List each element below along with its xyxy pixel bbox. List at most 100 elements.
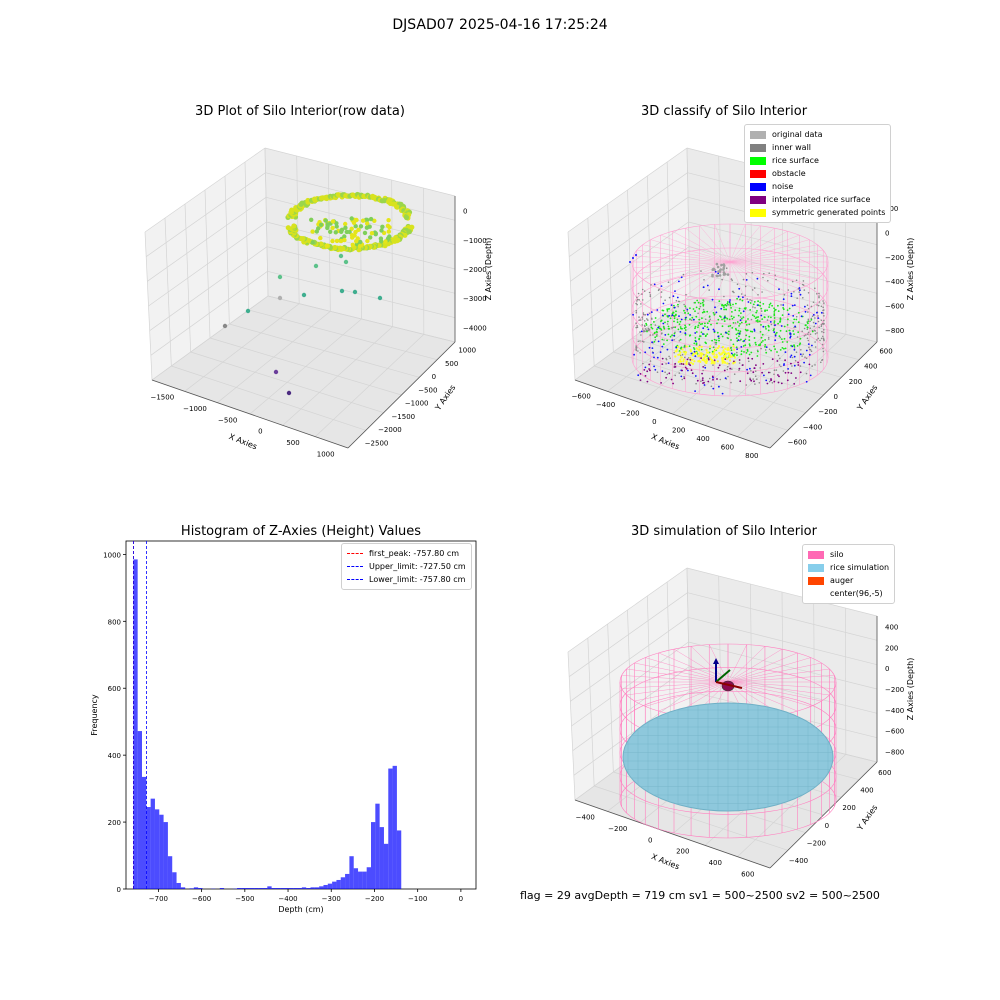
inner-wall-point (644, 326, 646, 328)
symmetric-point (675, 350, 677, 352)
inner-wall-point (821, 359, 823, 361)
rice-surface-point (703, 311, 705, 313)
x-tick-label: −500 (235, 895, 254, 903)
inner-wall-point (797, 336, 799, 338)
noise-point (629, 261, 631, 263)
raw-point (330, 239, 334, 243)
inner-wall-point (687, 310, 689, 312)
rice-surface-point (799, 344, 801, 346)
silo-wire (728, 645, 747, 682)
inner-wall-point (641, 324, 643, 326)
raw-point (376, 197, 381, 202)
histogram-bar (349, 856, 353, 889)
z-tick-label: −4000 (463, 324, 487, 332)
raw-point (402, 230, 407, 235)
interp-point (762, 363, 764, 365)
original-point (711, 275, 714, 278)
grid-line (652, 324, 842, 377)
raw-point (350, 192, 355, 197)
symmetric-point (722, 360, 724, 362)
rice-surface-point (773, 346, 775, 348)
silo-ring (620, 668, 836, 744)
histogram-bar (190, 888, 194, 889)
rice-surface-point (706, 311, 708, 313)
inner-wall-point (702, 370, 704, 372)
raw-point (314, 197, 319, 202)
histogram-bar (388, 769, 392, 889)
symmetric-point (726, 358, 728, 360)
raw-point (355, 192, 360, 197)
rice-surface-point (731, 349, 733, 351)
inner-wall-point (700, 380, 702, 382)
rice-surface-point (795, 319, 797, 321)
raw-point (351, 243, 355, 247)
inner-wall-point (793, 327, 795, 329)
grid-line (633, 758, 824, 815)
z-tick-label: 200 (885, 644, 898, 652)
silo-wire (686, 262, 730, 296)
grid-line (268, 296, 455, 342)
inner-wall-point (823, 323, 825, 325)
grid-line (687, 148, 690, 296)
raw-point (307, 238, 312, 243)
inner-wall-point (734, 373, 736, 375)
grid-line (423, 188, 424, 334)
symmetric-point (678, 361, 680, 363)
raw-point (333, 246, 338, 251)
inner-wall-point (660, 296, 662, 298)
z-tick-label: −600 (885, 303, 904, 311)
inner-wall-point (647, 319, 649, 321)
noise-point (718, 336, 720, 338)
noise-point (674, 307, 676, 309)
inner-wall-point (823, 329, 825, 331)
raw-point (366, 194, 371, 199)
histogram-bar (298, 888, 302, 889)
inner-wall-point (818, 297, 820, 299)
rice-surface-point (766, 309, 768, 311)
rice-surface-point (774, 348, 776, 350)
histogram-bar (241, 888, 245, 889)
rice-surface-point (667, 321, 669, 323)
rice-surface-point (654, 336, 656, 338)
raw-point (292, 224, 297, 229)
grid-line (145, 232, 152, 380)
rice-surface-point (666, 315, 668, 317)
inner-wall-point (741, 293, 743, 295)
original-point (723, 273, 726, 276)
inner-wall-point (646, 318, 648, 320)
rice-surface-point (706, 333, 708, 335)
silo-wire (730, 235, 799, 262)
rice-surface-point (701, 317, 703, 319)
raw-point (343, 246, 348, 251)
silo-wire (651, 240, 730, 262)
raw-point (389, 240, 394, 245)
raw-point (339, 230, 343, 234)
noise-point (791, 293, 793, 295)
rice-surface-point (696, 307, 698, 309)
raw-point (327, 244, 332, 249)
symmetric-point (733, 345, 735, 347)
raw-point (340, 194, 345, 199)
silo-ring (620, 644, 836, 720)
y-tick-label: 600 (878, 769, 891, 777)
rice-surface-point (757, 351, 759, 353)
inner-wall-point (648, 330, 650, 332)
rice-surface-point (721, 305, 723, 307)
inner-wall-point (759, 382, 761, 384)
rice-surface-point (787, 324, 789, 326)
noise-point (703, 286, 705, 288)
grid-line (152, 296, 268, 380)
rice-surface-point (674, 315, 676, 317)
rice-surface-point (660, 320, 662, 322)
noise-point (704, 384, 706, 386)
raw-point (358, 244, 362, 248)
raw-point (402, 233, 407, 238)
interp-point (697, 380, 699, 382)
rice-surface-point (738, 330, 740, 332)
raw-point (350, 216, 354, 220)
grid-line (671, 730, 859, 780)
interp-point (640, 379, 642, 381)
inner-wall-point (655, 339, 657, 341)
grid-line (265, 148, 455, 196)
interp-point (707, 381, 709, 383)
